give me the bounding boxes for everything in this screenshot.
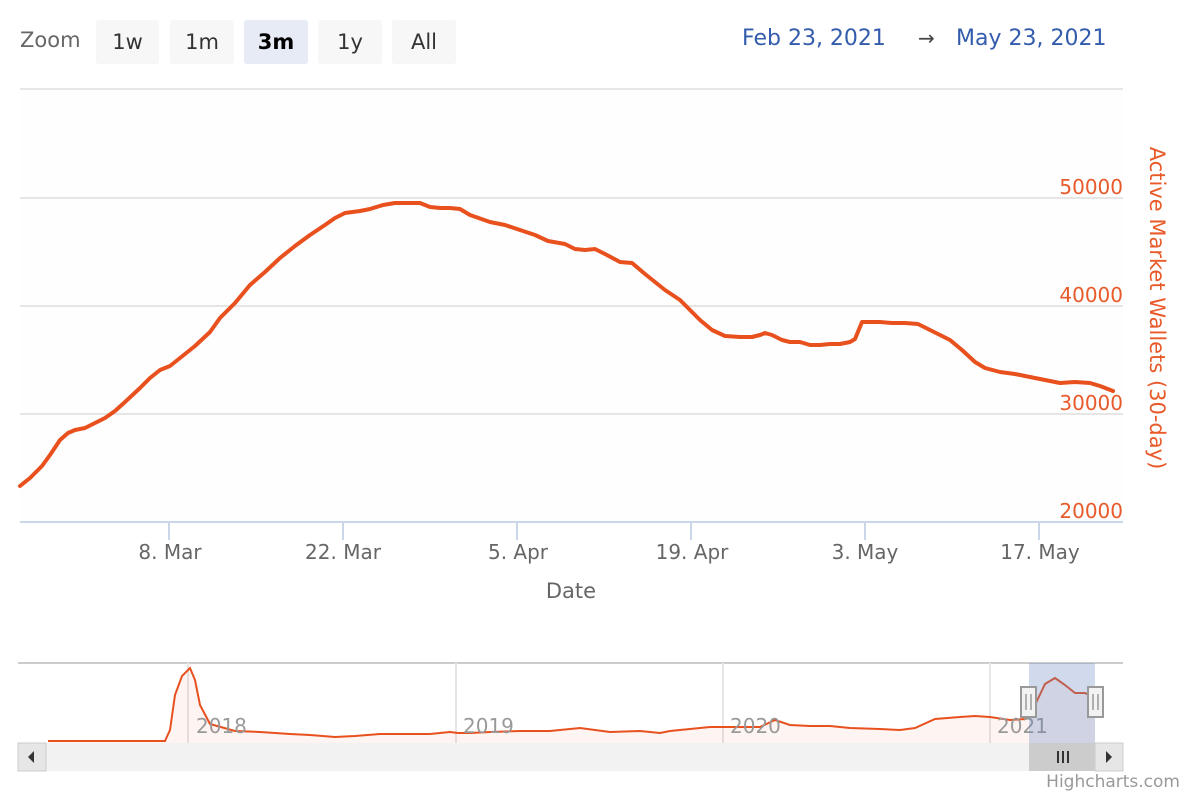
range-from-input[interactable]: Feb 23, 2021 bbox=[742, 26, 886, 51]
zoom-3m-button[interactable]: 3m bbox=[244, 20, 308, 64]
scroll-right-button[interactable] bbox=[1094, 742, 1124, 772]
zoom-1y-button[interactable]: 1y bbox=[318, 20, 382, 64]
navigator-gridlines bbox=[187, 663, 991, 743]
zoom-1m-button[interactable]: 1m bbox=[170, 20, 234, 64]
series-line[interactable] bbox=[18, 201, 1115, 488]
svg-text:2018: 2018 bbox=[196, 714, 247, 738]
zoom-all-button[interactable]: All bbox=[392, 20, 456, 64]
range-to-input[interactable]: May 23, 2021 bbox=[956, 26, 1107, 51]
x-tick-label: 22. Mar bbox=[305, 540, 382, 564]
x-tick-label: 19. Apr bbox=[656, 540, 730, 564]
x-tick-label: 3. May bbox=[832, 540, 899, 564]
y-axis-title: Active Market Wallets (30-day) bbox=[1145, 147, 1169, 470]
arrow-right-icon bbox=[1106, 751, 1112, 763]
navigator-series bbox=[48, 666, 1096, 742]
y-tick-label: 20000 bbox=[1059, 499, 1123, 523]
scrollbar[interactable] bbox=[17, 742, 1124, 772]
navigator-labels: 2018 2019 2020 2021 bbox=[196, 714, 1048, 738]
navigator[interactable]: 2018 2019 2020 2021 bbox=[18, 662, 1123, 743]
x-ticks bbox=[168, 522, 1040, 540]
scrollbar-thumb[interactable] bbox=[1029, 743, 1095, 771]
navigator-handle-right[interactable] bbox=[1087, 686, 1104, 718]
x-tick-label: 17. May bbox=[1000, 540, 1080, 564]
scrollbar-track[interactable] bbox=[18, 743, 1123, 771]
x-tick-label: 5. Apr bbox=[488, 540, 549, 564]
navigator-handle-left[interactable] bbox=[1020, 686, 1037, 718]
zoom-label: Zoom bbox=[20, 28, 81, 52]
y-tick-label: 40000 bbox=[1059, 283, 1123, 307]
y-tick-label: 50000 bbox=[1059, 175, 1123, 199]
navigator-selection[interactable] bbox=[1029, 663, 1095, 743]
y-gridlines bbox=[20, 88, 1123, 415]
svg-text:2019: 2019 bbox=[463, 714, 514, 738]
x-axis-title: Date bbox=[546, 579, 596, 603]
range-arrow: → bbox=[918, 26, 935, 50]
y-tick-label: 30000 bbox=[1059, 391, 1123, 415]
svg-text:2020: 2020 bbox=[730, 714, 781, 738]
arrow-left-icon bbox=[28, 751, 34, 763]
x-tick-label: 8. Mar bbox=[138, 540, 202, 564]
scroll-left-button[interactable] bbox=[17, 742, 47, 772]
zoom-1w-button[interactable]: 1w bbox=[96, 20, 159, 64]
credits-link[interactable]: Highcharts.com bbox=[1046, 772, 1180, 792]
